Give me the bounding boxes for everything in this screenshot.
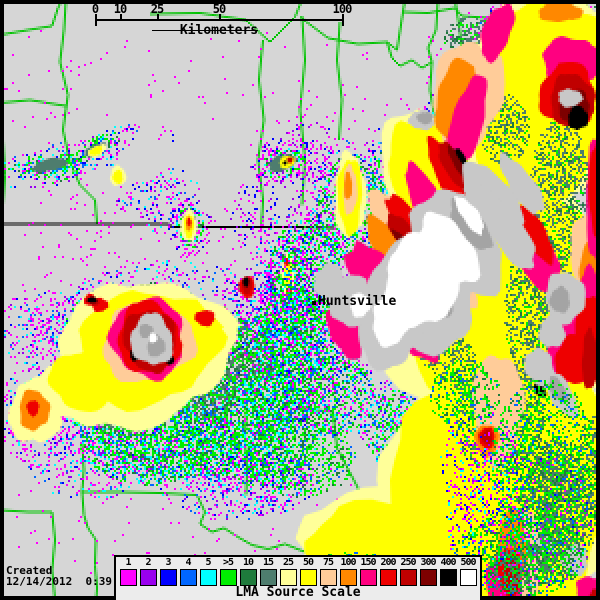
legend-swatch [179,569,197,586]
legend-swatch [219,569,237,586]
legend-item: 5 [198,558,218,586]
legend-item: 50 [298,558,318,586]
legend-item: 3 [158,558,178,586]
legend-swatch [279,569,297,586]
scale-tick-label: 100 [332,2,353,16]
legend-value-label: 25 [282,557,294,568]
legend-swatch [459,569,477,586]
created-label: Created [6,564,53,577]
legend-item: 200 [378,558,398,586]
legend-item: 100 [338,558,358,586]
legend-value-label: 100 [340,557,356,568]
legend-item: 75 [318,558,338,586]
legend-swatch [379,569,397,586]
legend-item: 4 [178,558,198,586]
city-marker [312,301,316,305]
legend-value-label: >5 [222,557,234,568]
legend-value-label: 5 [205,557,211,568]
legend-item: 250 [398,558,418,586]
scale-tick-mark [120,14,122,20]
scale-tick-mark [95,14,97,20]
legend-swatch [259,569,277,586]
created-timestamp: Created 12/14/2012 0:39:34 [6,565,132,587]
legend-value-label: 3 [165,557,171,568]
legend-item: 25 [278,558,298,586]
legend-value-label: 200 [380,557,396,568]
legend-swatch [419,569,437,586]
legend-value-label: 300 [420,557,436,568]
legend-swatch [439,569,457,586]
legend-value-label: 15 [262,557,274,568]
lma-source-scale-legend: 1 2 3 4 5 >5 10 15 25 50 75 100 150 200 250 300 400 500 L… [114,555,482,600]
legend-value-label: 4 [185,557,191,568]
legend-value-label: 250 [400,557,416,568]
legend-swatch [119,569,137,586]
legend-item: 500 [458,558,478,586]
legend-value-label: 500 [460,557,476,568]
legend-value-label: 400 [440,557,456,568]
legend-swatch [359,569,377,586]
legend-item: 400 [438,558,458,586]
scale-tick-label: 50 [212,2,226,16]
legend-title: LMA Source Scale [235,585,361,600]
legend-item: 300 [418,558,438,586]
legend-value-label: 50 [302,557,314,568]
created-datetime: 12/14/2012 0:39:34 [6,575,132,588]
scale-tick-label: 25 [150,2,164,16]
legend-value-label: 10 [242,557,254,568]
scale-end-tick [342,19,344,26]
legend-value-label: 150 [360,557,376,568]
legend-swatch [239,569,257,586]
legend-value-label: 75 [322,557,334,568]
legend-swatch [399,569,417,586]
legend-value-label: 1 [125,557,131,568]
legend-swatch [199,569,217,586]
legend-swatch [339,569,357,586]
legend-cells: 1 2 3 4 5 >5 10 15 25 50 75 100 150 200 250 300 400 500 [116,557,480,586]
scale-tick-mark [342,14,344,20]
legend-item: 15 [258,558,278,586]
kilometers-label: Kilometers [179,23,259,38]
legend-swatch [319,569,337,586]
scale-tick-mark [157,14,159,20]
scale-bar-line [95,19,344,21]
huntsville-label: Huntsville [318,294,397,309]
legend-item: 10 [238,558,258,586]
legend-item: >5 [218,558,238,586]
scale-tick-label: 0 [91,2,99,16]
scale-tick-label: 10 [113,2,127,16]
scale-tick-mark [219,14,221,20]
legend-item: 150 [358,558,378,586]
scale-end-tick [95,19,97,26]
legend-swatch [159,569,177,586]
scale-bar-underline [152,30,258,31]
legend-value-label: 2 [145,557,151,568]
legend-item: 1 [118,558,138,586]
legend-swatch [299,569,317,586]
legend-item: 2 [138,558,158,586]
legend-swatch [139,569,157,586]
